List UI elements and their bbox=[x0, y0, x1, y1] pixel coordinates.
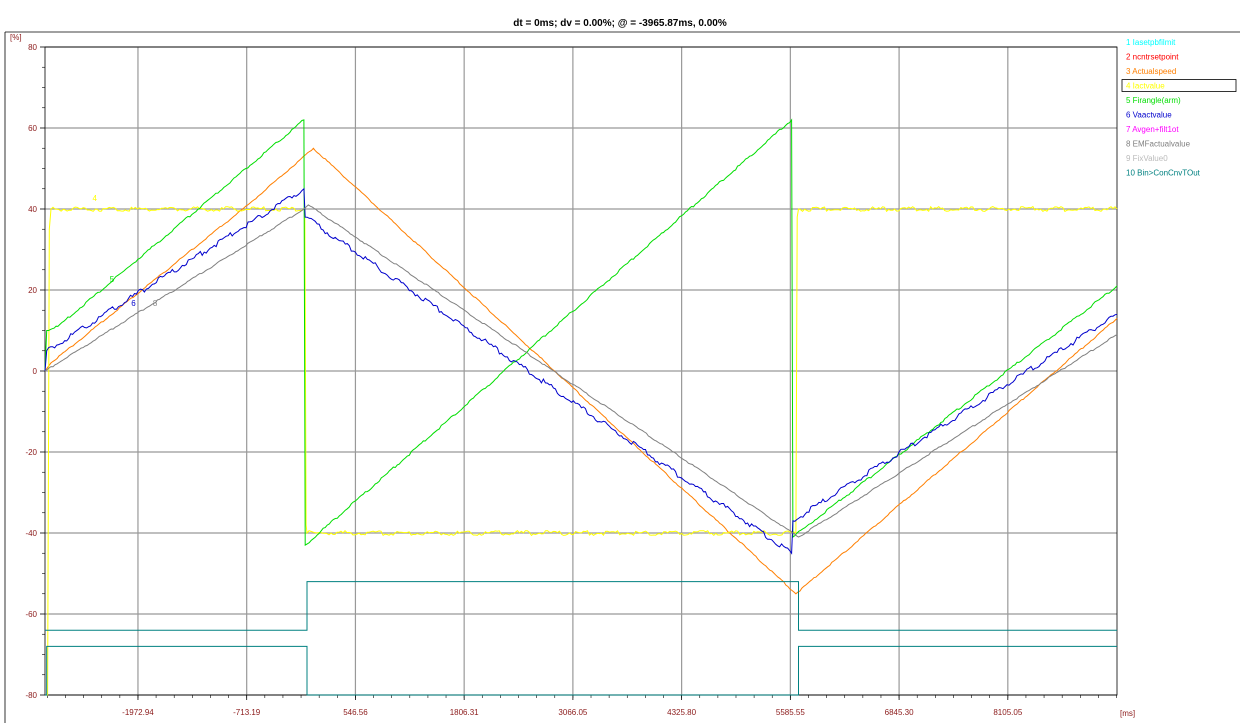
curve-label: 5 bbox=[110, 275, 115, 284]
series-line bbox=[44, 147, 1118, 595]
legend-item[interactable]: 1 Iasetpbfilmit bbox=[1126, 38, 1176, 47]
cursor-readout-title: dt = 0ms; dv = 0.00%; @ = -3965.87ms, 0.… bbox=[513, 18, 727, 29]
y-tick-label: 80 bbox=[28, 43, 37, 52]
x-tick-label: 3066.05 bbox=[558, 708, 587, 717]
x-tick-label: 8105.05 bbox=[993, 708, 1022, 717]
y-axis-unit: [%] bbox=[10, 33, 22, 42]
legend[interactable]: 1 Iasetpbfilmit 2 ncntrsetpoint 3 Actualsp… bbox=[1121, 38, 1237, 178]
curve-label: 4 bbox=[92, 194, 97, 203]
y-tick-label: 40 bbox=[28, 205, 37, 214]
series-lines bbox=[44, 118, 1118, 696]
legend-item[interactable]: 5 Firangle(arm) bbox=[1126, 96, 1181, 105]
x-tick-label: 6845.30 bbox=[885, 708, 914, 717]
y-tick-label: -60 bbox=[25, 610, 37, 619]
curve-labels: 5 6 8 4 bbox=[92, 194, 157, 308]
grid bbox=[45, 46, 1117, 696]
y-tick-label: 20 bbox=[28, 286, 37, 295]
axis-ticks: 80 60 40 20 0 -20 -40 -60 -80 -1972.94 -713.19 546.… bbox=[25, 43, 1117, 717]
y-tick-label: 60 bbox=[28, 124, 37, 133]
x-tick-label: 546.56 bbox=[343, 708, 368, 717]
series-line bbox=[45, 645, 1117, 696]
legend-item[interactable]: 7 Avgen+filt1ot bbox=[1126, 125, 1179, 134]
y-tick-label: -20 bbox=[25, 448, 37, 457]
curve-label: 8 bbox=[153, 299, 158, 308]
x-tick-label: 5585.55 bbox=[776, 708, 805, 717]
x-tick-label: -1972.94 bbox=[122, 708, 154, 717]
x-tick-label: 1806.31 bbox=[450, 708, 479, 717]
legend-item[interactable]: 4 Iactvalue bbox=[1126, 82, 1165, 91]
plot-frame bbox=[4, 31, 1240, 723]
legend-item[interactable]: 3 Actualspeed bbox=[1126, 67, 1176, 76]
legend-item[interactable]: 2 ncntrsetpoint bbox=[1126, 53, 1179, 62]
y-tick-label: -80 bbox=[25, 691, 37, 700]
series-line bbox=[44, 118, 1118, 546]
legend-item[interactable]: 6 Vaactvalue bbox=[1126, 111, 1172, 120]
x-tick-label: -713.19 bbox=[233, 708, 261, 717]
legend-selection-box bbox=[1121, 79, 1237, 92]
legend-item[interactable]: 10 Bin>ConCnvTOut bbox=[1126, 169, 1201, 178]
series-line bbox=[45, 205, 1118, 696]
x-tick-label: 4325.80 bbox=[667, 708, 696, 717]
series-line bbox=[44, 187, 1118, 555]
legend-item[interactable]: 9 FixValue0 bbox=[1126, 154, 1168, 163]
y-tick-label: 0 bbox=[33, 367, 38, 376]
curve-label: 6 bbox=[131, 299, 136, 308]
x-axis-unit: [ms] bbox=[1120, 709, 1135, 718]
series-line bbox=[44, 204, 1118, 538]
legend-item[interactable]: 8 EMFactualvalue bbox=[1126, 140, 1191, 149]
y-tick-label: -40 bbox=[25, 529, 37, 538]
series-line bbox=[45, 581, 1117, 631]
